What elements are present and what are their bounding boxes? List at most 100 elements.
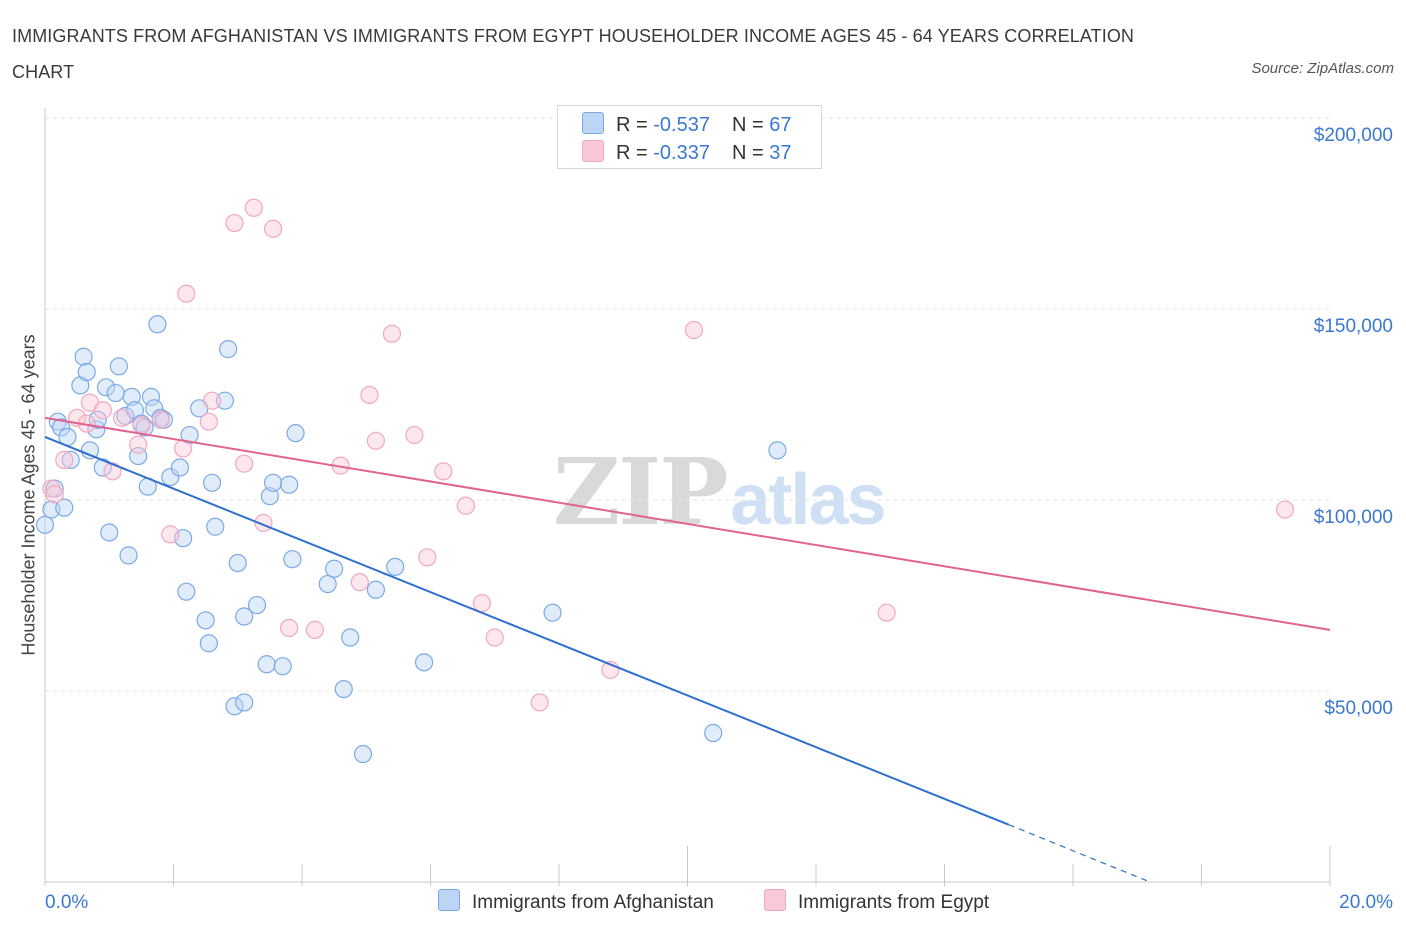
afghanistan-point (215, 391, 234, 410)
afghanistan-point (228, 553, 247, 573)
chart-title: IMMIGRANTS FROM AFGHANISTAN VS IMMIGRANT… (12, 26, 1135, 82)
y-tick-label: $50,000 (1324, 698, 1393, 719)
afghanistan-trend-extension (1008, 824, 1151, 883)
afghanistan-point (202, 473, 222, 492)
afghanistan-point (704, 723, 723, 743)
source-label: Source: ZipAtlas.com (1251, 60, 1394, 77)
egypt-point (434, 462, 453, 481)
egypt-point (366, 431, 385, 450)
afghanistan-point (106, 383, 125, 403)
x-tick-label: 20.0% (1339, 892, 1393, 913)
egypt-point (103, 462, 122, 481)
correlation-legend: R = -0.537 N = 67 R = -0.337 N = 37 (557, 105, 822, 169)
afghanistan-point (74, 347, 93, 366)
egypt-point (42, 479, 61, 498)
afghanistan-point (325, 559, 344, 578)
afghanistan-point (148, 315, 167, 334)
afghanistan-point (199, 634, 218, 653)
afghanistan-point (235, 607, 254, 626)
afghanistan-point (353, 744, 373, 764)
egypt-point (684, 320, 704, 340)
afghanistan-point (273, 657, 292, 676)
r-label: R = (616, 142, 654, 164)
afghanistan-point (260, 487, 279, 506)
afghanistan-point (109, 357, 128, 376)
afghanistan-point (257, 655, 276, 674)
r-value: -0.337 (653, 142, 710, 164)
egypt-point (93, 401, 112, 420)
afghanistan-point (225, 697, 244, 716)
afghanistan-point (100, 523, 119, 542)
afghanistan-point (80, 441, 100, 460)
afghanistan-point (35, 515, 55, 534)
n-label: N = (731, 114, 770, 136)
afghanistan-point (119, 546, 138, 565)
egypt-point (235, 454, 254, 473)
egypt-point (382, 324, 402, 343)
afghanistan-point (341, 628, 360, 647)
egypt-point (405, 425, 424, 445)
egypt-point (45, 485, 64, 504)
n-value: 37 (769, 142, 792, 164)
egypt-point (350, 573, 369, 592)
egypt-point (199, 412, 218, 431)
afghanistan-point (768, 441, 787, 460)
legend-label-afghanistan: Immigrants from Afghanistan (472, 892, 714, 913)
egypt-trend-line (44, 416, 1331, 631)
egypt-point (877, 603, 896, 622)
afghanistan-point (88, 410, 107, 429)
afghanistan-point (283, 550, 302, 569)
y-tick-label: $150,000 (1314, 316, 1393, 337)
afghanistan-point (286, 424, 305, 443)
afghanistan-point (206, 517, 225, 536)
watermark: ZIPatlas (553, 438, 886, 546)
afghanistan-point (196, 611, 215, 630)
y-tick-label: $100,000 (1314, 507, 1393, 528)
legend-row-afghanistan: R = -0.537 N = 67 (582, 112, 791, 140)
r-label: R = (616, 114, 654, 136)
egypt-point (151, 410, 170, 429)
afghanistan-point (177, 582, 196, 601)
afghanistan-point (219, 340, 238, 359)
afghanistan-point (77, 362, 96, 382)
r-value: -0.537 (653, 114, 710, 136)
y-tick-label: $200,000 (1314, 125, 1393, 146)
afghanistan-point (334, 679, 353, 699)
afghanistan-point (135, 418, 154, 437)
afghanistan-point (141, 387, 161, 406)
afghanistan-point (414, 653, 434, 672)
legend-item-afghanistan: Immigrants from Afghanistan (438, 889, 714, 914)
egypt-point (112, 408, 132, 427)
egypt-point (129, 435, 148, 454)
legend-swatch-afghanistan (438, 889, 460, 911)
egypt-point (485, 628, 504, 647)
egypt-point (472, 594, 491, 613)
afghanistan-point (61, 450, 80, 469)
afghanistan-point (386, 557, 405, 576)
afghanistan-point (161, 467, 180, 487)
afghanistan-point (366, 580, 385, 599)
legend-swatch-egypt (582, 140, 604, 162)
legend-swatch-egypt (764, 889, 786, 911)
afghanistan-point (280, 475, 299, 494)
egypt-point (55, 450, 74, 469)
egypt-point (530, 693, 549, 712)
n-label: N = (731, 142, 770, 164)
afghanistan-point (96, 378, 116, 397)
egypt-point (263, 219, 283, 238)
egypt-point (456, 496, 475, 515)
egypt-point (202, 391, 222, 410)
legend-item-egypt: Immigrants from Egypt (764, 889, 989, 914)
egypt-point (244, 198, 263, 217)
n-value: 67 (769, 114, 792, 136)
afghanistan-point (116, 406, 135, 426)
afghanistan-point (51, 418, 71, 437)
watermark-zip: ZIP (553, 438, 728, 546)
legend-swatch-afghanistan (582, 112, 604, 134)
afghanistan-point (247, 595, 267, 615)
afghanistan-point (263, 473, 283, 492)
afghanistan-trend-line (44, 436, 1010, 826)
legend-label-egypt: Immigrants from Egypt (798, 892, 990, 913)
egypt-point (418, 548, 437, 567)
afghanistan-point (122, 387, 141, 406)
